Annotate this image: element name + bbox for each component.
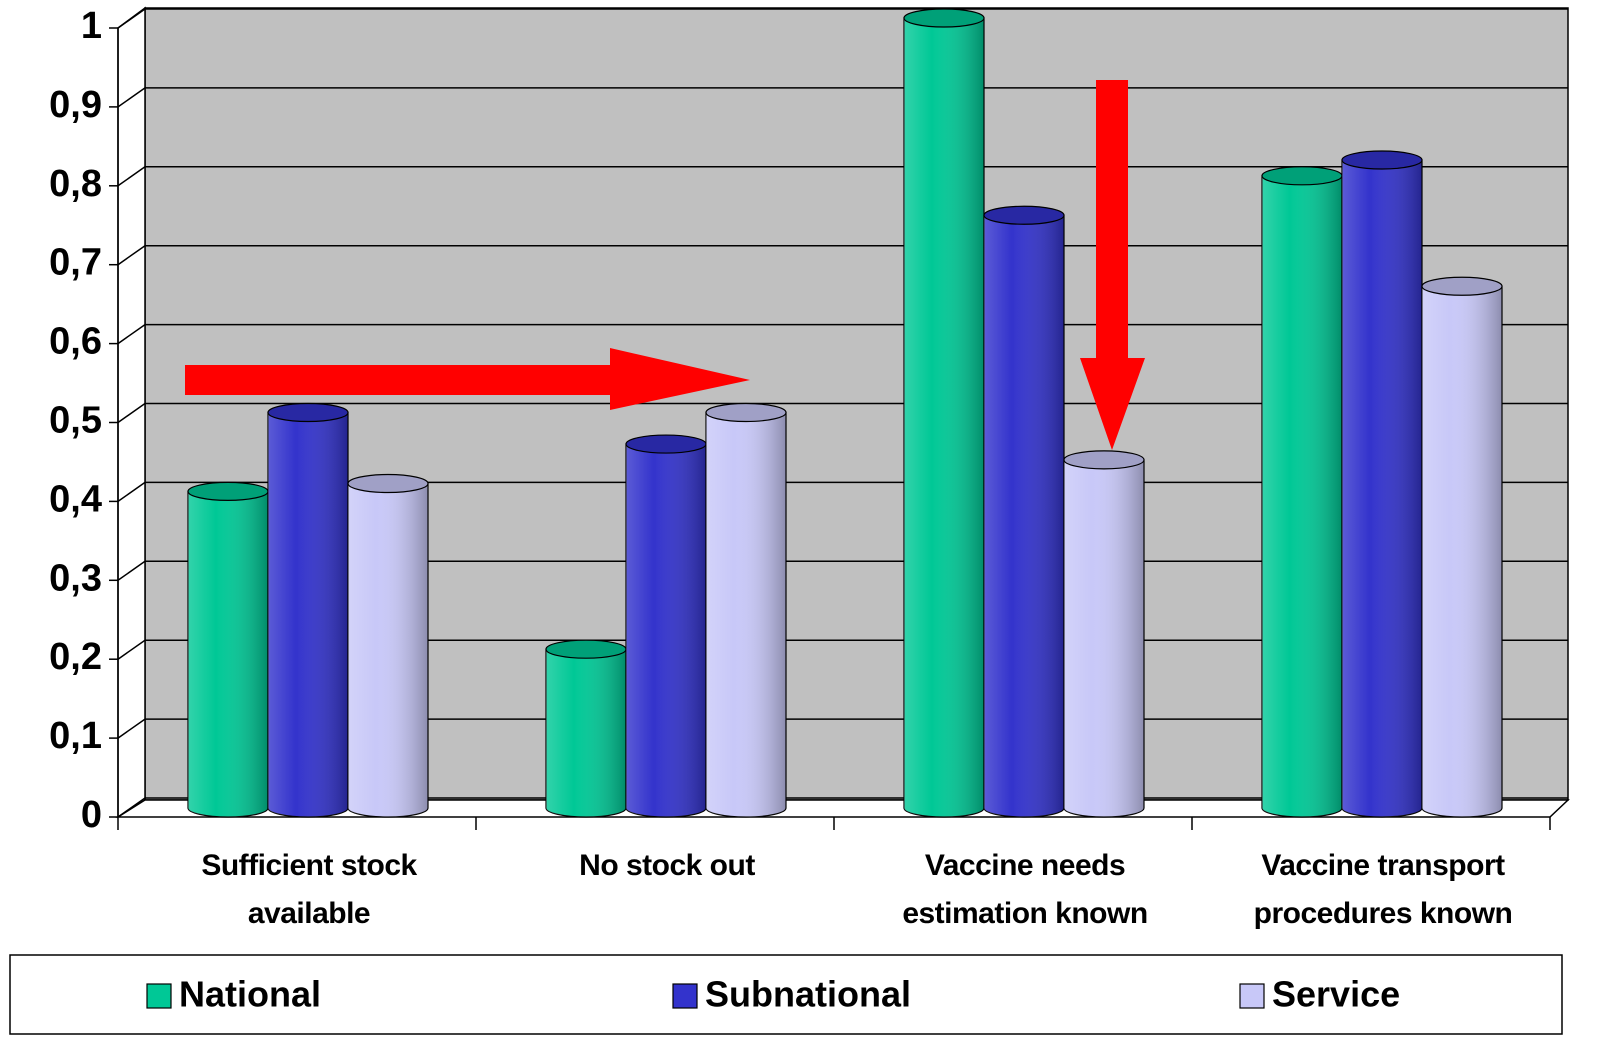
bar	[1261, 166, 1343, 818]
bar-top	[267, 402, 349, 423]
bar-shade	[188, 491, 268, 817]
bar-top-shade	[546, 640, 626, 659]
y-tick-label: 0,4	[49, 478, 102, 520]
bar-shade	[626, 444, 706, 817]
bar	[705, 402, 787, 818]
bar-shade	[984, 215, 1064, 817]
x-tick-label: Sufficient stock available	[201, 849, 417, 930]
y-tick-label: 0,1	[49, 715, 102, 757]
y-tick-label: 0,8	[49, 163, 102, 205]
bar-shade	[1422, 286, 1502, 817]
bar	[903, 8, 985, 818]
legend-label: Service	[1272, 974, 1400, 1015]
bar	[1341, 150, 1423, 818]
bar-top-shade	[1064, 450, 1144, 469]
bar	[1421, 276, 1503, 818]
grid-line	[117, 8, 1568, 29]
bar-shade	[1064, 459, 1144, 817]
legend-label: National	[179, 974, 321, 1015]
bar-shade	[1342, 160, 1422, 817]
grid-line	[117, 323, 1568, 345]
bar-shade	[904, 18, 984, 817]
legend-box	[9, 954, 1563, 1035]
grid-line	[117, 244, 1568, 266]
grid-line	[117, 87, 1568, 108]
bar	[267, 402, 349, 818]
bar-top	[347, 473, 429, 494]
bar-top	[903, 8, 985, 28]
annotations	[185, 80, 1145, 450]
bar-shade	[348, 483, 428, 817]
y-tick-label: 0	[81, 794, 102, 836]
legend-swatch	[1239, 983, 1265, 1009]
bar	[1063, 450, 1145, 818]
y-tick-label: 0,6	[49, 321, 102, 363]
bar-top	[1341, 150, 1423, 170]
bar-top-shade	[1342, 151, 1422, 170]
y-tick-label: 0,5	[49, 400, 102, 442]
bar-top-shade	[1422, 277, 1502, 296]
bar-top-shade	[268, 403, 348, 422]
x-tick-label: No stock out	[579, 849, 755, 882]
x-tick-label: Vaccine needs estimation known	[902, 849, 1148, 930]
bar-top-shade	[1262, 166, 1342, 185]
bar	[347, 473, 429, 818]
bar	[625, 434, 707, 818]
bar-top-shade	[904, 9, 984, 27]
y-tick-label: 1	[81, 5, 102, 47]
bar-shade	[546, 649, 626, 817]
bar	[545, 639, 627, 818]
bar-top-shade	[188, 482, 268, 501]
bar-shade	[268, 412, 348, 817]
bar-top	[1063, 450, 1145, 470]
legend-swatch	[146, 983, 172, 1009]
arrow-down	[1080, 80, 1145, 450]
y-tick-label: 0,9	[49, 84, 102, 126]
bar-shade	[1262, 175, 1342, 817]
y-tick-label: 0,7	[49, 242, 102, 284]
y-tick-label: 0,2	[49, 636, 102, 678]
grid-line	[117, 402, 1568, 424]
bar-top-shade	[348, 474, 428, 493]
y-tick-label: 0,3	[49, 557, 102, 599]
arrow-right	[185, 348, 750, 410]
bar-top-shade	[626, 435, 706, 454]
bar-top-shade	[706, 403, 786, 422]
bar	[187, 481, 269, 818]
legend: National Subnational Service	[146, 974, 1400, 1015]
x-tick-label: Vaccine transport procedures known	[1253, 849, 1513, 930]
grid-line	[117, 166, 1568, 187]
bar-shade	[706, 412, 786, 817]
bar	[983, 205, 1065, 818]
bar-top	[983, 205, 1065, 225]
bar-top	[705, 402, 787, 423]
legend-label: Subnational	[705, 974, 911, 1015]
bar-top	[1421, 276, 1503, 296]
floor	[115, 799, 1570, 818]
legend-swatch	[672, 983, 698, 1009]
bar-top-shade	[984, 206, 1064, 225]
bars	[187, 8, 1503, 818]
